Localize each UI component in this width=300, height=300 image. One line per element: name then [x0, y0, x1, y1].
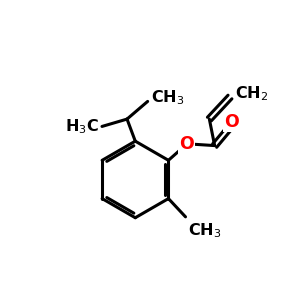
- Text: CH$_2$: CH$_2$: [235, 84, 268, 103]
- Text: H$_3$C: H$_3$C: [65, 117, 98, 136]
- Text: O: O: [179, 135, 194, 153]
- Text: CH$_3$: CH$_3$: [188, 221, 221, 240]
- Text: CH$_3$: CH$_3$: [151, 88, 184, 107]
- Text: O: O: [224, 113, 239, 131]
